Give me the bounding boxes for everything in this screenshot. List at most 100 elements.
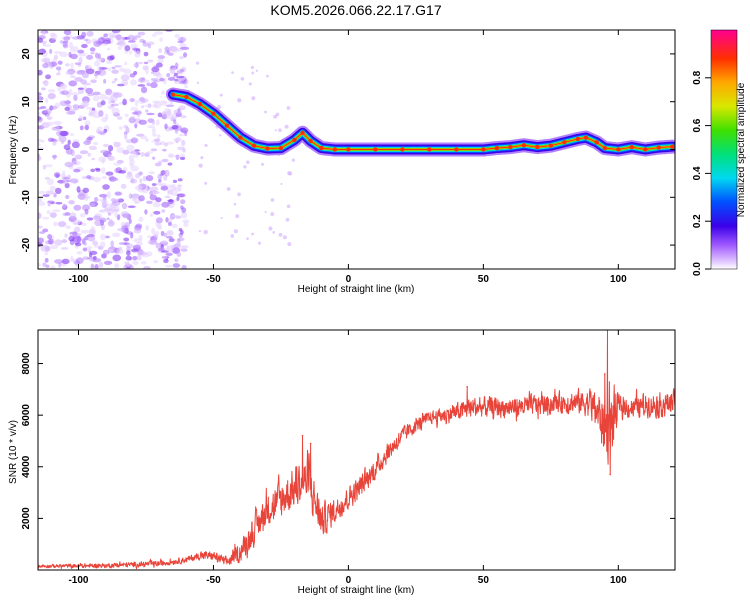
noise-blob [143, 51, 149, 57]
noise-blob [47, 89, 56, 93]
noise-blob [54, 187, 62, 195]
noise-blob [154, 31, 164, 35]
noise-blob [39, 231, 46, 234]
noise-blob [122, 98, 127, 106]
noise-blob [50, 32, 58, 40]
noise-blob [44, 164, 53, 168]
noise-blob [55, 66, 62, 71]
noise-blob [55, 125, 60, 131]
noise-blob [68, 235, 75, 242]
noise-blob [112, 232, 121, 238]
noise-blob [83, 38, 89, 42]
noise-blob [131, 47, 141, 51]
noise-blob [82, 247, 88, 252]
ridge-point [400, 147, 405, 152]
noise-blob [114, 65, 122, 68]
noise-blob [61, 258, 70, 265]
noise-blob [73, 94, 78, 102]
noise-blob [126, 144, 135, 152]
noise-blob [94, 60, 101, 67]
noise-blob [108, 176, 117, 182]
noise-blob [150, 78, 159, 81]
ridge-point [346, 147, 351, 152]
noise-blob [147, 125, 156, 129]
noise-blob [103, 33, 108, 38]
noise-blob [59, 40, 64, 44]
noise-dot [264, 210, 267, 214]
noise-dot [233, 229, 238, 234]
noise-blob [148, 171, 155, 175]
noise-blob [38, 69, 43, 76]
noise-blob [155, 197, 162, 203]
noise-dot [248, 82, 252, 86]
noise-blob [114, 78, 118, 81]
noise-blob [77, 87, 85, 90]
noise-dot [285, 217, 290, 222]
noise-dot [230, 234, 235, 238]
noise-blob [52, 141, 57, 146]
noise-blob [38, 237, 44, 244]
noise-blob [107, 105, 114, 110]
ridge-point [548, 143, 554, 148]
noise-blob [164, 123, 168, 130]
noise-dot [198, 163, 203, 168]
noise-blob [64, 233, 68, 238]
noise-blob [145, 175, 154, 182]
noise-blob [182, 219, 190, 224]
noise-blob [38, 225, 43, 229]
ridge-point [427, 147, 432, 152]
noise-blob [173, 80, 181, 84]
noise-blob [106, 47, 111, 51]
noise-blob [49, 185, 56, 191]
noise-blob [155, 217, 163, 224]
noise-dot [204, 181, 208, 185]
noise-blob [64, 106, 70, 112]
noise-blob [138, 251, 147, 256]
noise-blob [71, 92, 80, 96]
noise-blob [105, 171, 114, 176]
noise-blob [174, 128, 179, 134]
noise-blob [55, 201, 63, 205]
noise-blob [49, 48, 53, 55]
noise-blob [104, 113, 109, 120]
noise-dot [204, 143, 208, 148]
noise-blob [100, 233, 106, 241]
noise-dot [278, 128, 282, 133]
noise-dot [286, 106, 291, 110]
noise-dot [237, 192, 241, 197]
noise-dot [251, 232, 255, 236]
noise-blob [162, 148, 167, 152]
noise-blob [178, 105, 186, 111]
noise-blob [133, 152, 139, 158]
noise-blob [168, 154, 177, 158]
noise-blob [174, 33, 180, 38]
noise-blob [83, 100, 90, 107]
noise-blob [92, 215, 101, 221]
noise-blob [94, 52, 99, 59]
noise-blob [43, 44, 52, 47]
noise-blob [42, 262, 47, 268]
noise-blob [86, 106, 93, 110]
snr-x-tick-label: 100 [610, 575, 627, 586]
noise-blob [170, 46, 179, 53]
noise-blob [64, 63, 70, 67]
snr-frame [37, 329, 676, 571]
noise-dot [291, 158, 296, 162]
ridge-point [481, 147, 486, 152]
noise-dot [226, 187, 231, 191]
noise-blob [81, 176, 88, 179]
noise-blob [158, 248, 163, 252]
ridge-point [292, 137, 297, 143]
noise-blob [54, 259, 63, 264]
noise-blob [82, 116, 87, 121]
noise-blob [144, 209, 148, 215]
noise-blob [167, 162, 173, 166]
noise-blob [78, 56, 83, 64]
noise-blob [93, 242, 99, 248]
noise-blob [73, 154, 83, 158]
colorbar-tick-label: 0.4 [692, 166, 703, 180]
noise-blob [133, 228, 142, 234]
noise-blob [45, 121, 54, 126]
snr-spike-point [609, 473, 612, 476]
noise-blob [165, 252, 173, 257]
